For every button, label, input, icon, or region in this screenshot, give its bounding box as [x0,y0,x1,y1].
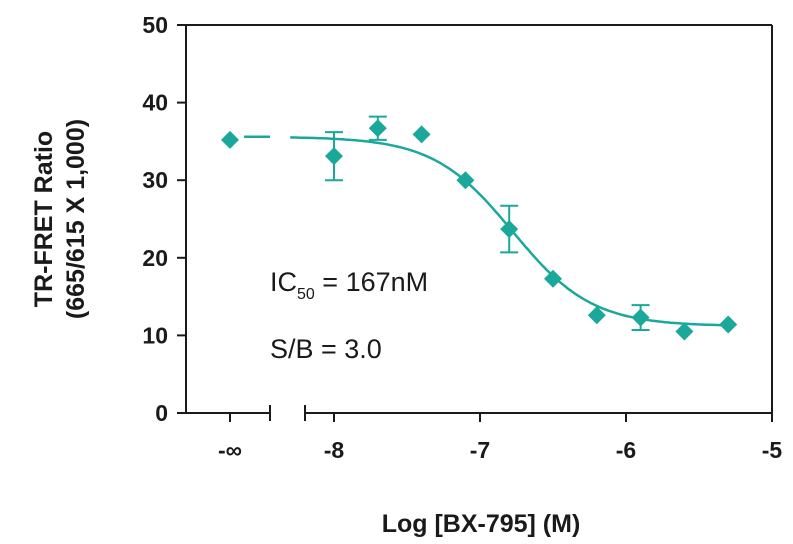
data-point [325,147,343,166]
data-point [412,125,431,144]
y-tick-label: 40 [142,90,168,116]
x-tick-label: -7 [470,437,490,463]
data-points [221,119,738,341]
x-axis-title: Log [BX-795] (M) [382,510,581,538]
y-tick-label: 50 [142,12,168,38]
y-tick-label: 30 [142,167,168,193]
x-tick-label-neg-inf: -∞ [218,437,242,463]
x-tick-label: -8 [324,437,345,463]
data-point [587,306,606,325]
x-tick-label: -6 [616,437,636,463]
y-axis-ticks: 0 10 20 30 40 50 [142,12,186,426]
data-point [675,322,694,341]
data-point [544,269,562,288]
ic50-value: = 167nM [315,267,428,297]
data-point [456,171,475,190]
x-axis-ticks: -8 -7 -6 -5 [324,413,783,463]
x-tick-label: -5 [762,437,783,463]
data-point [500,220,519,239]
y-axis-title: TR-FRET Ratio (665/615 X 1,000) [30,119,90,319]
data-point [368,119,387,138]
data-point-neg-inf [221,130,239,149]
y-tick-label: 10 [142,322,168,348]
y-axis-title-line1: TR-FRET Ratio [30,131,58,307]
data-point [719,315,738,334]
data-point [631,308,650,327]
ic50-prefix: IC [270,267,297,297]
plot-frame [185,24,773,421]
ic50-annotation: IC50 = 167nM [270,267,428,303]
sb-annotation: S/B = 3.0 [270,334,382,364]
ic50-subscript: 50 [297,286,315,303]
y-axis-title-line2: (665/615 X 1,000) [62,119,90,319]
y-tick-label: 0 [155,400,168,426]
y-tick-label: 20 [142,245,168,271]
error-bars [325,115,650,331]
